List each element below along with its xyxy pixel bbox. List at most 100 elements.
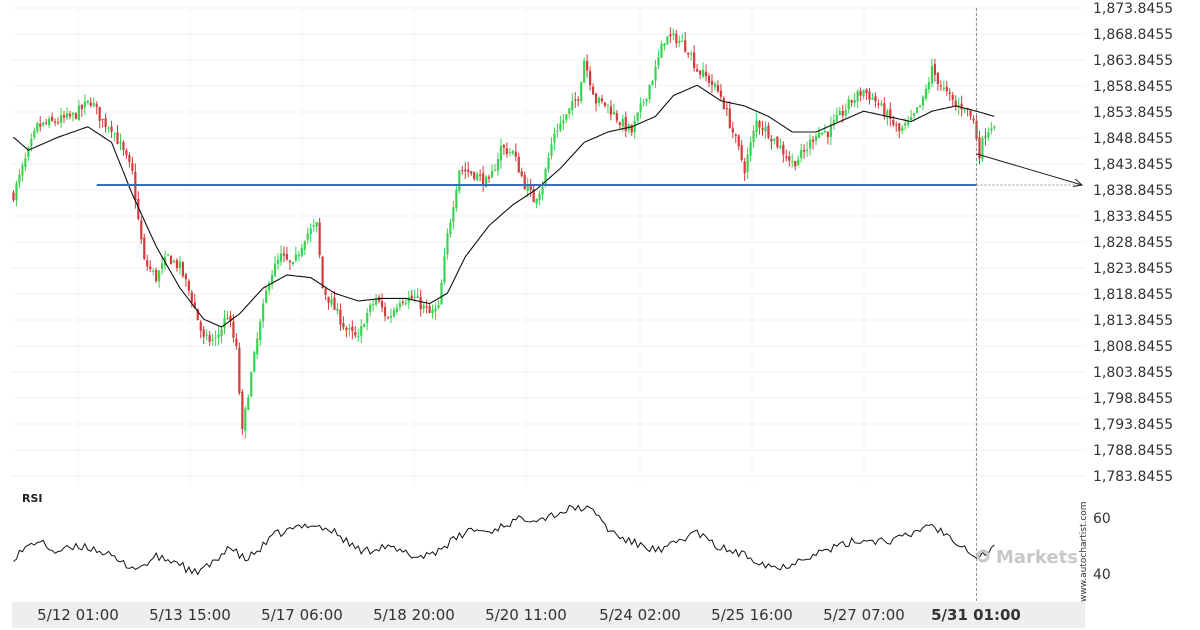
candle-body <box>372 304 375 306</box>
candle-body <box>223 318 226 328</box>
candle-body <box>666 36 669 45</box>
candle-body <box>122 142 125 150</box>
candle-body <box>369 304 372 312</box>
candle-body <box>149 266 152 270</box>
candle-body <box>98 106 101 121</box>
y-tick-label: 1,828.8455 <box>1093 235 1173 251</box>
candle-body <box>288 260 292 263</box>
candle-body <box>270 275 274 284</box>
candle-body <box>820 132 824 135</box>
candle-body <box>547 157 550 170</box>
candle-body <box>437 304 440 308</box>
candle-body <box>850 100 853 103</box>
candle-body <box>113 133 116 135</box>
candle-body <box>764 126 767 132</box>
candle-body <box>945 86 948 91</box>
candle-body <box>285 254 289 260</box>
candle-body <box>187 280 190 291</box>
candle-body <box>609 106 613 115</box>
candle-body <box>883 103 886 118</box>
candle-body <box>841 110 844 116</box>
candle-body <box>886 110 889 119</box>
candle-body <box>577 99 580 101</box>
candle-body <box>306 233 309 240</box>
y-tick-label: 1,833.8455 <box>1093 209 1173 225</box>
candle-body <box>24 158 27 168</box>
y-tick-label: 1,823.8455 <box>1093 261 1173 277</box>
candle-body <box>859 90 862 96</box>
candle-body <box>758 121 761 128</box>
candle-body <box>62 115 66 118</box>
candle-body <box>618 122 621 126</box>
candle-body <box>172 260 176 263</box>
y-tick-label: 1,858.8455 <box>1093 79 1173 95</box>
candle-body <box>434 308 437 312</box>
candle-body <box>603 102 607 106</box>
rsi-panel-label: RSI <box>22 492 43 505</box>
candle-body <box>776 136 779 147</box>
candle-body <box>476 173 479 181</box>
candle-body <box>639 103 642 112</box>
candle-body <box>600 98 604 102</box>
candle-body <box>936 72 939 85</box>
candle-body <box>814 135 818 141</box>
candle-body <box>746 154 749 172</box>
candle-body <box>178 261 182 269</box>
candle-body <box>978 137 981 159</box>
candle-body <box>214 337 217 339</box>
forecast-arrow-head <box>1073 178 1084 187</box>
candle-body <box>21 165 24 176</box>
candle-body <box>380 301 384 308</box>
candle-body <box>823 131 827 133</box>
candle-body <box>832 120 835 126</box>
candle-body <box>981 137 984 159</box>
candle-body <box>181 261 185 277</box>
rsi-series <box>13 504 995 576</box>
candle-body <box>960 103 963 110</box>
candle-body <box>871 97 874 100</box>
candle-body <box>89 102 92 106</box>
candle-body <box>829 124 832 137</box>
candle-body <box>318 222 321 256</box>
rsi-tick-label: 40 <box>1093 567 1111 583</box>
candle-body <box>948 92 951 94</box>
candle-body <box>907 120 910 125</box>
candle-body <box>386 317 390 319</box>
candle-body <box>116 132 119 145</box>
candle-body <box>838 110 841 116</box>
candle-body <box>39 123 42 127</box>
candle-body <box>199 321 202 331</box>
candle-body <box>969 110 972 117</box>
candle-body <box>357 335 360 337</box>
candle-body <box>80 105 83 110</box>
candle-body <box>693 52 696 68</box>
candle-body <box>556 131 559 133</box>
candle-body <box>33 130 36 138</box>
candle-body <box>250 372 253 397</box>
candle-body <box>155 269 158 281</box>
candle-body <box>259 321 262 341</box>
candle-body <box>30 138 33 147</box>
candle-body <box>915 107 919 113</box>
candle-body <box>910 116 913 121</box>
y-tick-label: 1,838.8455 <box>1093 183 1173 199</box>
candle-body <box>238 347 241 394</box>
candle-body <box>276 259 280 265</box>
candle-body <box>701 69 705 77</box>
candle-body <box>817 132 821 138</box>
candle-body <box>663 43 666 46</box>
candle-body <box>520 171 523 176</box>
candle-body <box>315 222 318 227</box>
candle-body <box>523 175 526 189</box>
candle-body <box>853 99 856 104</box>
candle-body <box>877 103 880 105</box>
y-tick-label: 1,798.8455 <box>1093 391 1173 407</box>
candle-body <box>407 297 410 303</box>
candle-body <box>583 60 586 83</box>
candle-body <box>597 97 601 104</box>
y-tick-label: 1,853.8455 <box>1093 105 1173 121</box>
x-tick-label: 5/18 20:00 <box>373 606 455 624</box>
candle-body <box>984 136 987 138</box>
candle-body <box>779 145 782 148</box>
candle-body <box>265 290 268 303</box>
